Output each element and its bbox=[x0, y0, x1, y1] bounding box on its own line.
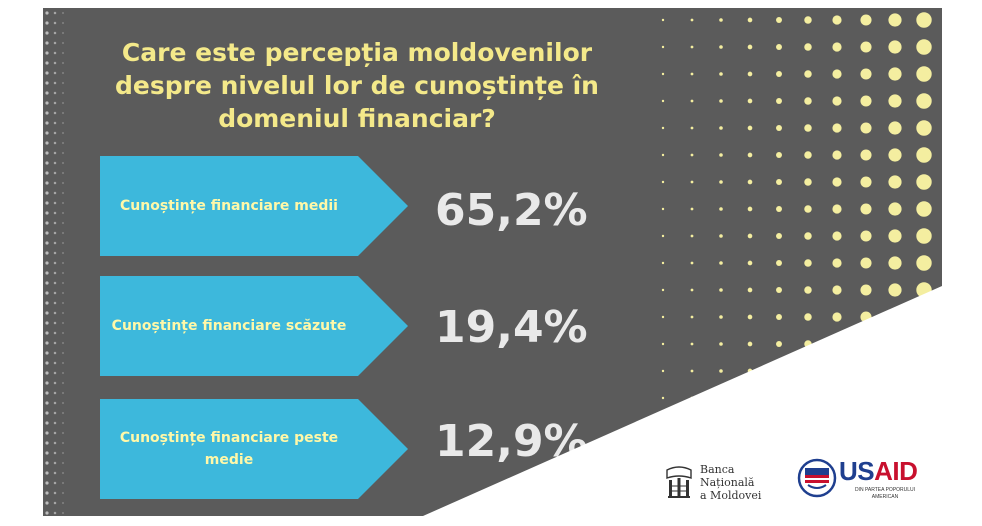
arrow-shape bbox=[100, 399, 408, 499]
arrow-item-medii: Cunoștințe financiare medii bbox=[100, 156, 408, 256]
bnm-logo: Banca Națională a Moldovei bbox=[664, 457, 794, 507]
arrow-label: Cunoștințe financiare medii bbox=[120, 198, 338, 214]
arrow-label: Cunoștințe financiare scăzute bbox=[111, 318, 347, 334]
usaid-wordmark: USAID bbox=[839, 456, 918, 486]
usaid-logo: USAID DIN PARTEA POPORULUI AMERICAN bbox=[795, 454, 935, 506]
percent-value: 19,4% bbox=[435, 302, 588, 353]
arrow-shape bbox=[100, 156, 408, 256]
percent-value: 65,2% bbox=[435, 185, 588, 236]
bnm-line1: Banca bbox=[700, 462, 735, 476]
usaid-tagline: DIN PARTEA POPORULUI AMERICAN bbox=[854, 487, 916, 500]
bnm-line3: a Moldovei bbox=[700, 488, 762, 502]
bnm-emblem-icon bbox=[666, 466, 692, 498]
bnm-line2: Națională bbox=[700, 475, 755, 489]
arrow-shape bbox=[100, 276, 408, 376]
left-dot-pattern bbox=[45, 11, 64, 515]
infographic-card: Care este percepția moldovenilor despre … bbox=[43, 8, 942, 516]
white-corner-triangle bbox=[423, 286, 942, 516]
bnm-name: Banca Națională a Moldovei bbox=[700, 463, 761, 502]
arrow-item-peste-medie: Cunoștințe financiare peste medie bbox=[100, 399, 408, 499]
infographic-title: Care este percepția moldovenilor despre … bbox=[115, 38, 599, 133]
arrow-label: Cunoștințe financiare peste medie bbox=[119, 430, 339, 468]
usaid-seal-icon bbox=[797, 458, 837, 498]
arrow-item-scazute: Cunoștințe financiare scăzute bbox=[100, 276, 408, 376]
